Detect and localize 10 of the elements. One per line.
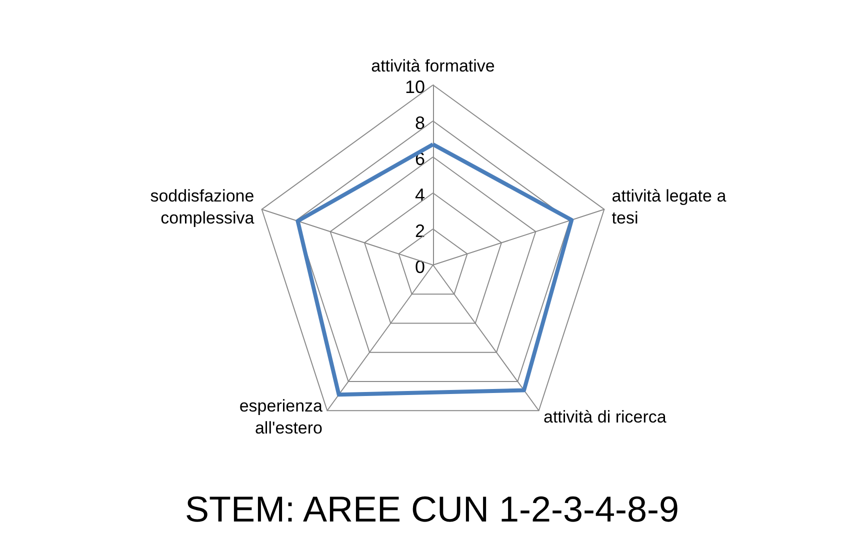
spoke-label: esperienza all'estero [239,396,324,438]
y-tick-label: 10 [404,77,425,97]
y-tick-label: 2 [414,221,425,241]
spoke-label: attività legate a tesi [612,186,727,228]
spoke-label: attività formative [371,56,495,76]
spoke-label: attività di ricerca [544,408,667,427]
y-tick-label: 4 [414,185,425,205]
spoke-label: soddisfazione complessiva [150,186,255,228]
y-tick-label: 8 [414,113,425,133]
text: STEM: AREE CUN 1-2-3-4-8-9 [184,488,680,530]
